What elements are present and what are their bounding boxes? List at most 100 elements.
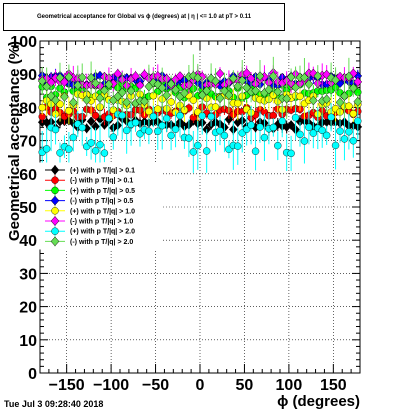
data-point [291, 82, 300, 93]
data-point [65, 107, 73, 115]
y-tick-label: 20 [19, 300, 37, 317]
data-point [105, 114, 113, 123]
data-point [50, 195, 60, 206]
data-point [37, 76, 47, 86]
data-point [247, 121, 255, 129]
data-point [86, 116, 96, 127]
data-point [51, 207, 59, 215]
data-point [228, 73, 238, 84]
data-point [82, 95, 92, 105]
data-point [233, 81, 243, 92]
data-point [50, 165, 60, 175]
data-point [65, 145, 73, 153]
data-point [349, 110, 358, 118]
y-tick-label: 90 [19, 67, 37, 84]
data-point [122, 126, 131, 135]
series-8 [37, 54, 363, 124]
legend-label: (-) with p T/|q| > 0.1 [70, 178, 133, 185]
legend-label: (+) with p T/|q| > 0.5 [70, 188, 135, 195]
x-axis-title: ϕ (degrees) [277, 393, 360, 410]
data-point [185, 134, 193, 142]
x-tick-label: 100 [276, 377, 303, 394]
data-point [273, 86, 283, 97]
data-point [87, 139, 95, 147]
data-point [51, 186, 59, 195]
data-point [304, 79, 314, 90]
data-point [194, 141, 202, 150]
data-point [211, 103, 220, 111]
data-point [286, 120, 296, 130]
data-point [158, 121, 166, 130]
data-point [104, 79, 114, 90]
data-point [220, 131, 229, 140]
data-point [215, 68, 225, 79]
data-point [69, 133, 78, 142]
data-point [91, 147, 100, 155]
data-point [180, 88, 189, 98]
data-point [237, 75, 247, 86]
data-point [56, 149, 64, 157]
data-point [251, 147, 260, 155]
data-point [216, 127, 224, 135]
data-point [91, 78, 100, 89]
data-point [51, 125, 60, 134]
data-point [274, 141, 282, 150]
y-tick-label: 100 [10, 34, 37, 51]
data-point [331, 75, 340, 85]
legend-label: (-) with p T/|q| > 1.0 [70, 219, 133, 226]
y-tick-label: 10 [19, 333, 37, 350]
data-point [51, 227, 59, 235]
data-point [340, 135, 349, 143]
data-point [100, 85, 109, 96]
data-point [145, 127, 153, 135]
data-point [282, 93, 292, 104]
data-point [95, 93, 105, 104]
data-point [193, 73, 203, 83]
series-7 [38, 91, 362, 174]
data-point [215, 93, 225, 104]
data-point [300, 72, 309, 83]
data-point [78, 123, 86, 132]
data-point [176, 111, 184, 120]
data-point [286, 72, 296, 82]
data-point [268, 71, 278, 82]
x-tick-label: −50 [142, 377, 169, 394]
data-point [340, 91, 349, 101]
data-point [348, 83, 358, 93]
data-point [162, 90, 172, 101]
data-point [224, 90, 234, 100]
y-tick-label: 50 [19, 200, 37, 217]
data-point [126, 86, 136, 96]
data-point [331, 141, 340, 150]
legend-box [39, 162, 163, 250]
data-point [202, 85, 212, 96]
data-point [349, 137, 358, 145]
data-point [38, 103, 46, 112]
data-point [77, 72, 87, 83]
data-point [269, 123, 278, 132]
data-point [109, 133, 118, 141]
data-point [260, 133, 269, 142]
data-point [55, 72, 65, 83]
datestamp: Tue Jul 3 09:28:40 2018 [4, 399, 104, 409]
data-point [154, 105, 162, 113]
data-point [140, 96, 149, 107]
data-point [278, 117, 286, 125]
data-point [73, 80, 83, 91]
data-point [51, 176, 59, 184]
data-point [117, 87, 127, 98]
data-point [56, 100, 64, 108]
data-point [264, 84, 274, 95]
data-point [189, 96, 198, 104]
data-point [255, 71, 265, 81]
data-point [345, 102, 353, 110]
data-point [171, 84, 180, 95]
data-point [234, 99, 242, 107]
data-point [345, 128, 353, 136]
x-tick-label: −100 [93, 377, 129, 394]
data-point [234, 142, 242, 150]
data-point [207, 112, 215, 121]
data-point [60, 91, 69, 102]
chart-title: Geometrical acceptance for Global vs ϕ (… [36, 14, 252, 20]
